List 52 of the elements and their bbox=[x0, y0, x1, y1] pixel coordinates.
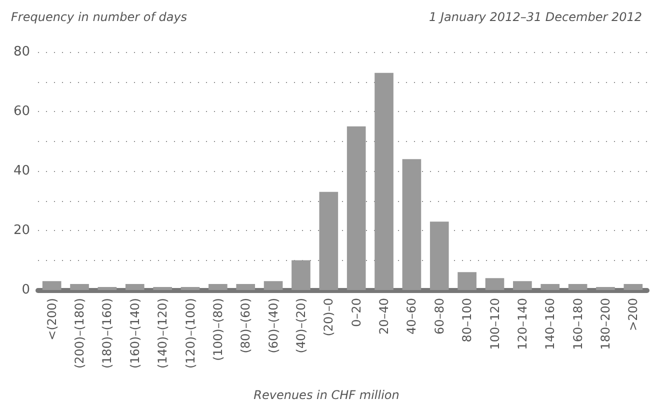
x-tick-label: (140)–(120) bbox=[156, 298, 170, 369]
y-tick-label: 20 bbox=[13, 223, 30, 238]
bar bbox=[153, 287, 172, 290]
bar bbox=[540, 284, 560, 290]
x-axis-title: Revenues in CHF million bbox=[254, 388, 400, 402]
x-tick-label: (60)–(40) bbox=[266, 298, 280, 354]
x-tick-label: 20–40 bbox=[377, 298, 392, 335]
x-tick-label: 0–20 bbox=[349, 298, 364, 327]
y-axis-title: Frequency in number of days bbox=[11, 10, 188, 24]
x-tick-label: 120–140 bbox=[515, 298, 530, 350]
x-tick-label: <(200) bbox=[44, 298, 59, 340]
x-tick-label: 60–80 bbox=[432, 298, 446, 335]
bar bbox=[264, 281, 283, 290]
bar bbox=[402, 159, 422, 290]
y-tick-label: 40 bbox=[13, 164, 30, 178]
x-tick-label: (120)–(100) bbox=[183, 298, 198, 369]
bar bbox=[485, 278, 504, 290]
x-tick-label: 140–160 bbox=[543, 298, 558, 350]
x-tick-label: (100)–(80) bbox=[210, 298, 225, 361]
y-tick-label: 80 bbox=[13, 44, 30, 60]
bar bbox=[42, 281, 62, 290]
bar bbox=[125, 284, 144, 290]
bar bbox=[430, 222, 449, 290]
x-tick-label: 100–120 bbox=[488, 298, 502, 350]
bar bbox=[236, 284, 256, 290]
bar bbox=[374, 72, 394, 290]
x-tick-label: (80)–(60) bbox=[238, 298, 253, 354]
bar bbox=[208, 284, 228, 290]
x-tick-label: (20)–0 bbox=[322, 298, 336, 336]
y-tick-label: 0 bbox=[22, 282, 30, 298]
bar bbox=[458, 272, 476, 290]
bar bbox=[98, 287, 117, 290]
x-tick-label: 160–180 bbox=[570, 298, 585, 350]
x-tick-label: 40–60 bbox=[404, 298, 419, 335]
x-tick-label: >200 bbox=[626, 298, 640, 331]
bar bbox=[568, 284, 588, 290]
x-tick-label: 80–100 bbox=[460, 298, 474, 342]
bar bbox=[596, 287, 615, 290]
bar bbox=[346, 126, 366, 290]
x-tick-label: (200)–(180) bbox=[72, 298, 87, 369]
bar bbox=[319, 192, 338, 290]
x-tick-label: (180)–(160) bbox=[100, 298, 114, 369]
chart-subtitle: 1 January 2012–31 December 2012 bbox=[429, 10, 642, 24]
y-tick-label: 60 bbox=[13, 104, 30, 119]
x-tick-label: (160)–(140) bbox=[128, 298, 142, 369]
bar bbox=[292, 260, 310, 290]
x-tick-label: 180–200 bbox=[598, 298, 612, 350]
bar bbox=[180, 287, 200, 290]
bar bbox=[513, 281, 532, 290]
bar bbox=[624, 284, 643, 290]
bar bbox=[70, 284, 89, 290]
x-tick-label: (40)–(20) bbox=[294, 298, 308, 354]
